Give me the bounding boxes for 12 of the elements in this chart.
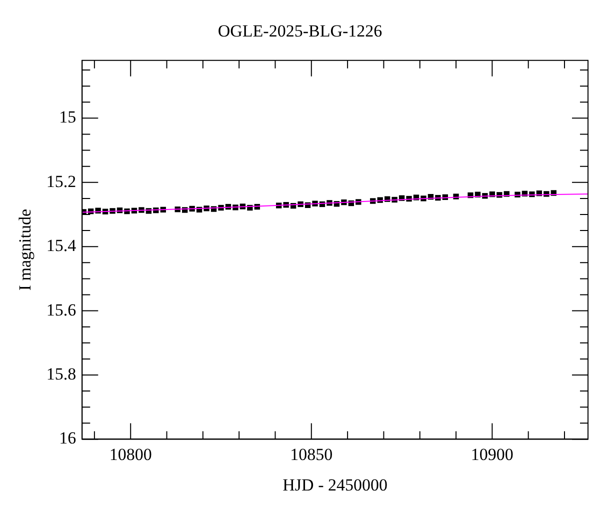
y-tick-label: 15.4	[46, 236, 77, 256]
x-tick-label: 10800	[109, 444, 152, 464]
y-tick-label: 15.2	[46, 172, 76, 191]
y-tick-label: 15.8	[46, 364, 76, 384]
y-axis-title: I magnitude	[16, 208, 35, 291]
x-tick-label: 10850	[290, 444, 333, 464]
y-tick-label: 16	[59, 428, 76, 448]
x-axis-title: HJD - 2450000	[282, 475, 388, 494]
x-tick-label: 10900	[470, 444, 514, 464]
y-tick-label: 15	[59, 108, 76, 127]
y-tick-label: 15.6	[46, 300, 76, 320]
chart-title: OGLE-2025-BLG-1226	[218, 22, 382, 41]
